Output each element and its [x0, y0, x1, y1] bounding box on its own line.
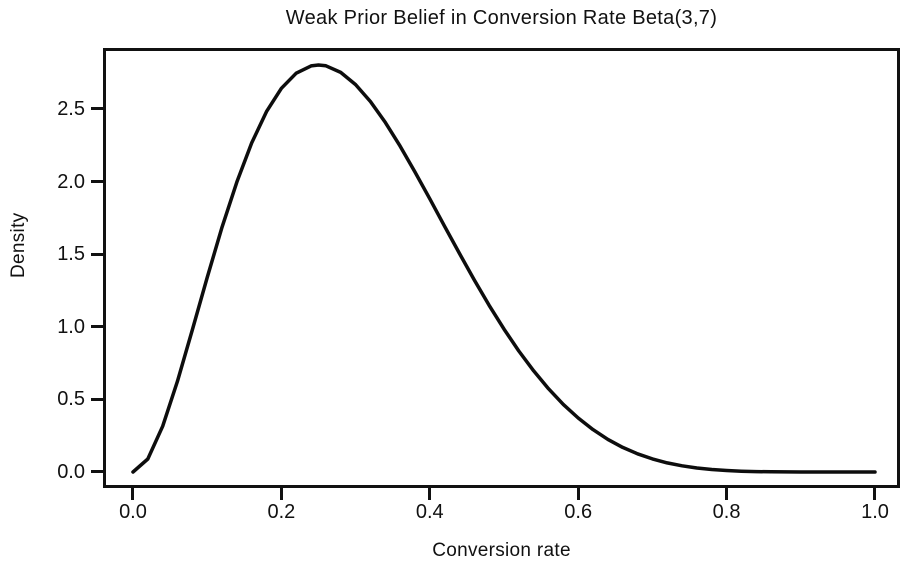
x-axis-label: Conversion rate	[432, 540, 571, 561]
x-tick-label: 0.2	[267, 501, 296, 523]
y-tick-label: 2.0	[57, 170, 85, 193]
y-tick-mark	[91, 325, 103, 329]
y-axis-label: Density	[8, 212, 29, 278]
x-tick-mark	[279, 488, 283, 500]
x-tick-mark	[131, 488, 135, 500]
x-tick-mark	[725, 488, 729, 500]
y-tick-label: 2.5	[57, 97, 85, 120]
x-tick-label: 0.0	[119, 501, 147, 523]
y-tick-label: 1.5	[57, 243, 85, 266]
y-tick-mark	[91, 470, 103, 474]
y-tick-label: 1.0	[57, 315, 85, 338]
density-curve	[131, 63, 877, 474]
x-tick-label: 0.4	[415, 501, 444, 523]
y-tick-mark	[91, 252, 103, 256]
x-tick-label: 0.8	[712, 501, 741, 523]
y-tick-label: 0.5	[57, 388, 85, 411]
y-tick-mark	[91, 397, 103, 401]
x-tick-mark	[873, 488, 877, 500]
y-tick-label: 0.0	[57, 460, 85, 483]
x-tick-label: 1.0	[861, 501, 889, 523]
x-tick-label: 0.6	[564, 501, 593, 523]
x-tick-mark	[428, 488, 432, 500]
density-curve-line	[131, 63, 877, 474]
x-tick-mark	[576, 488, 580, 500]
y-tick-mark	[91, 107, 103, 111]
chart-title: Weak Prior Belief in Conversion Rate Bet…	[285, 7, 718, 29]
y-tick-mark	[91, 180, 103, 184]
plot-area	[103, 48, 900, 488]
